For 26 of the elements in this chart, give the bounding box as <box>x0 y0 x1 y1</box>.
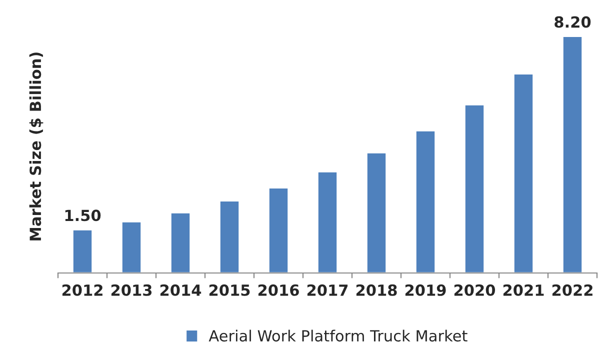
bar <box>513 73 534 273</box>
x-tick-label: 2022 <box>552 284 592 296</box>
bar <box>464 104 485 273</box>
bar <box>562 36 583 273</box>
bar <box>415 130 436 273</box>
x-tick-label: 2018 <box>356 284 397 296</box>
bar <box>366 152 387 273</box>
bar <box>170 212 191 273</box>
bar <box>72 229 93 273</box>
x-tick-label: 2021 <box>503 284 544 296</box>
bar <box>317 170 338 273</box>
x-tick-label: 2013 <box>111 284 152 296</box>
data-label: 1.50 <box>65 210 101 222</box>
x-tick-label: 2014 <box>160 284 202 296</box>
x-tick-label: 2020 <box>454 284 496 296</box>
x-tick-label: 2019 <box>405 284 446 296</box>
x-tick-label: 2016 <box>258 284 299 296</box>
y-axis-title: Market Size ($ Billion) <box>29 52 44 240</box>
x-tick-label: 2017 <box>307 284 348 296</box>
bar <box>219 200 240 273</box>
bar <box>121 220 142 273</box>
data-label: 8.20 <box>554 16 591 28</box>
x-tick-label: 2012 <box>62 284 102 296</box>
legend-label: Aerial Work Platform Truck Market <box>208 330 468 342</box>
x-tick-label: 2015 <box>209 284 250 296</box>
bar <box>268 187 289 273</box>
